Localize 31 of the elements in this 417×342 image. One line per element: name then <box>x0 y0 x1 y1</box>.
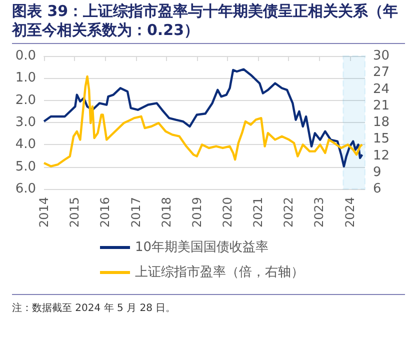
x-tick-label: 2024 <box>342 197 357 228</box>
legend-label: 上证综指市盈率（倍，右轴） <box>135 264 304 280</box>
x-tick-label: 2021 <box>251 197 266 228</box>
y2-tick-label: 27 <box>373 65 390 80</box>
y2-tick-label: 6 <box>373 182 382 196</box>
text: 注：数据截至 2024 年 5 月 28 日。 <box>12 302 177 315</box>
x-tick-label: 2017 <box>128 197 143 228</box>
y2-tick-label: 21 <box>373 98 390 114</box>
x-tick-label: 2018 <box>159 197 174 228</box>
y-tick-label: 2.0 <box>15 92 36 108</box>
y-tick-label: 6.0 <box>15 182 36 196</box>
chart-title: 图表 39：上证综指市盈率与十年期美债呈正相关关系（年初至今相关系数为：0.23） <box>12 2 405 44</box>
x-tick-label: 2020 <box>220 197 234 228</box>
x-tick-label: 2015 <box>68 197 82 228</box>
y2-tick-label: 9 <box>373 164 382 180</box>
y2-tick-label: 30 <box>373 48 390 64</box>
y2-tick-label: 15 <box>373 132 390 147</box>
y-tick-label: 0.0 <box>15 48 36 64</box>
x-tick-label: 2019 <box>190 197 204 228</box>
x-tick-label: 2014 <box>37 197 51 228</box>
y-tick-label: 1.0 <box>15 70 36 86</box>
x-tick-label: 2016 <box>98 197 112 228</box>
y2-tick-label: 24 <box>373 82 390 97</box>
y-tick-label: 4.0 <box>15 137 36 152</box>
x-tick-label: 2023 <box>312 197 326 228</box>
legend-label: 10年期美国国债收益率 <box>135 239 269 255</box>
y2-tick-label: 12 <box>373 148 390 164</box>
y-tick-label: 5.0 <box>15 159 36 174</box>
x-tick-label: 2022 <box>282 197 296 228</box>
y2-tick-label: 18 <box>373 115 390 130</box>
y-tick-label: 3.0 <box>15 115 36 130</box>
